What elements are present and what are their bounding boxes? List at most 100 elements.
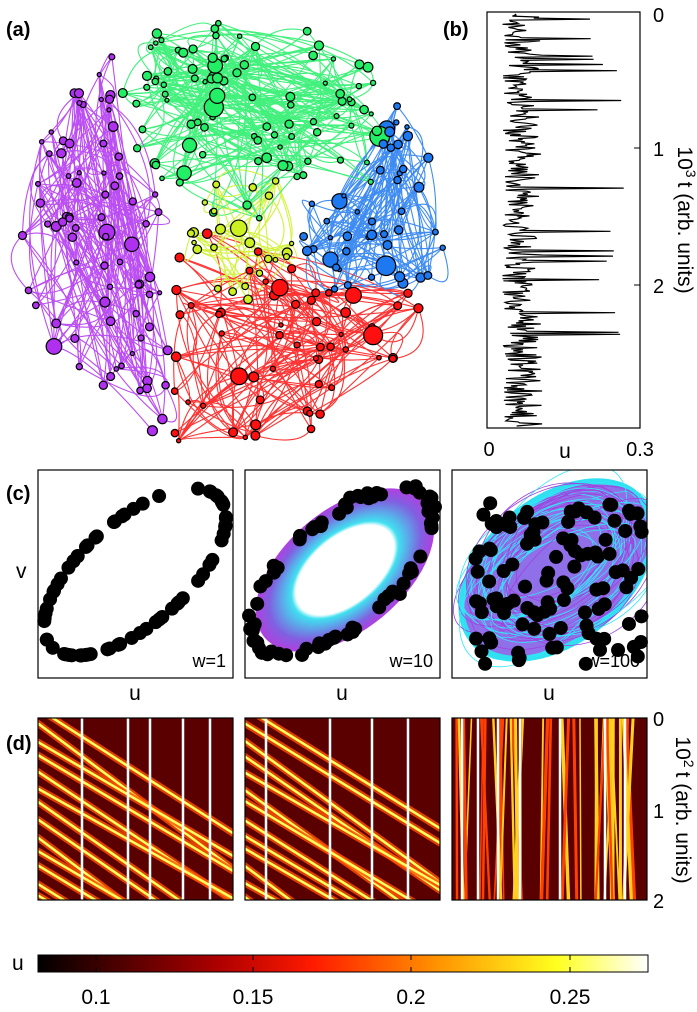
node <box>397 207 406 216</box>
edge <box>94 56 113 233</box>
node <box>181 137 198 153</box>
node <box>312 127 322 137</box>
edge <box>174 299 312 392</box>
state-dot <box>486 592 501 607</box>
stripe <box>479 718 484 900</box>
node <box>423 270 433 280</box>
phase-plot: w=100 <box>451 469 649 679</box>
state-dot <box>545 640 560 655</box>
node <box>161 90 169 98</box>
node <box>212 180 221 189</box>
edge <box>306 179 398 252</box>
edge <box>136 124 352 149</box>
edge <box>176 289 346 350</box>
edge <box>218 22 326 84</box>
stripe <box>38 787 233 900</box>
node <box>346 96 353 103</box>
node <box>288 240 295 247</box>
node <box>56 148 67 159</box>
node <box>250 41 261 52</box>
node <box>229 219 248 238</box>
edge <box>211 75 372 183</box>
phase-plot: w=1 <box>37 469 234 679</box>
state-dot <box>540 595 555 610</box>
edge <box>122 84 165 107</box>
edge <box>253 294 354 378</box>
edge <box>62 140 106 266</box>
state-dot <box>607 513 622 528</box>
node <box>44 220 52 228</box>
node <box>327 234 334 241</box>
state-dot <box>170 596 185 611</box>
x-axis-label: u <box>336 682 348 705</box>
node <box>363 325 384 346</box>
node <box>275 330 284 340</box>
node <box>151 28 163 39</box>
node <box>145 290 154 299</box>
node <box>379 229 389 239</box>
state-dot <box>556 575 571 590</box>
edge <box>69 202 147 225</box>
node <box>106 107 112 113</box>
edge <box>188 401 247 438</box>
node <box>114 152 124 161</box>
node <box>242 434 249 441</box>
stripe <box>38 891 53 900</box>
node <box>277 159 289 172</box>
edge <box>37 183 112 377</box>
edge <box>407 136 436 233</box>
stripe <box>38 849 125 900</box>
stripe <box>38 893 49 900</box>
state-dot <box>526 605 541 620</box>
node <box>151 191 159 198</box>
edge <box>334 236 358 290</box>
state-dot <box>126 501 141 516</box>
state-dot <box>250 596 265 611</box>
edge <box>179 257 296 305</box>
edge <box>291 136 341 164</box>
edge <box>257 251 312 430</box>
edge <box>221 294 275 340</box>
node <box>369 79 377 87</box>
stripe <box>481 718 487 900</box>
node <box>270 131 279 139</box>
node <box>232 68 242 78</box>
node <box>306 424 316 434</box>
node <box>245 266 254 275</box>
node <box>271 278 289 297</box>
edge <box>166 99 275 136</box>
node <box>158 37 165 44</box>
stripe <box>38 740 233 858</box>
heatmap <box>452 718 647 900</box>
edge <box>333 179 398 290</box>
node <box>207 52 218 63</box>
node <box>211 72 224 84</box>
node <box>115 172 124 180</box>
heatmap <box>38 718 233 900</box>
state-dot <box>526 524 541 539</box>
node <box>311 316 322 327</box>
node <box>302 26 312 36</box>
edge <box>381 143 429 276</box>
node <box>342 346 350 353</box>
state-dot <box>353 490 368 505</box>
edge <box>179 257 321 415</box>
node <box>218 330 226 337</box>
state-dot <box>482 574 497 589</box>
edge <box>221 332 332 389</box>
node <box>71 224 80 232</box>
node <box>73 259 80 266</box>
node <box>170 428 180 438</box>
phase-plot: w=10 <box>242 469 442 679</box>
edge <box>102 292 161 386</box>
state-dot <box>621 616 636 631</box>
node <box>153 40 159 46</box>
edge <box>296 292 331 347</box>
state-dot <box>124 630 139 645</box>
node <box>178 47 189 58</box>
node <box>335 88 346 99</box>
stripe <box>539 718 550 900</box>
node <box>330 56 337 62</box>
node <box>243 294 253 305</box>
edge <box>272 300 313 370</box>
